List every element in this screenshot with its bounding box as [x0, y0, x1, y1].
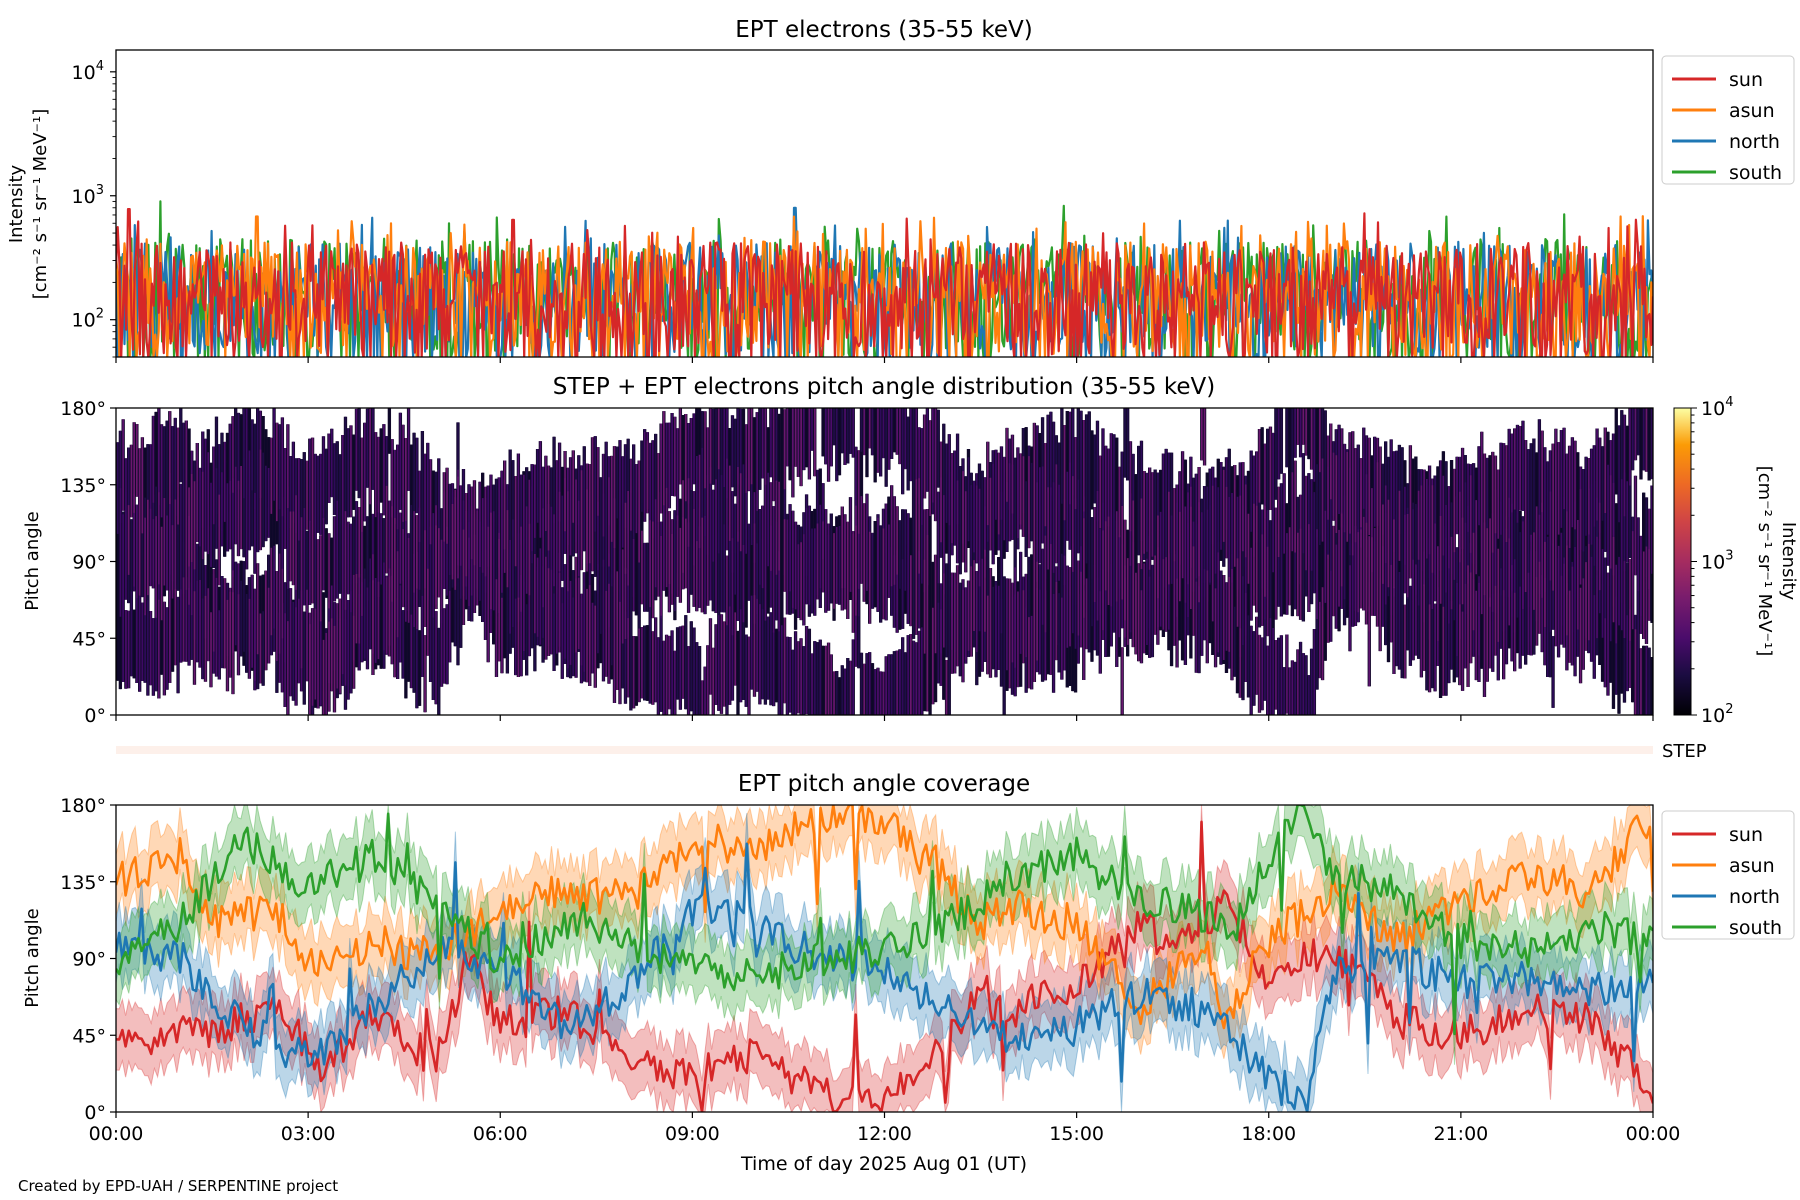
panel1-legend: sun asun north south	[1661, 55, 1795, 185]
panel3-title: EPT pitch angle coverage	[738, 771, 1030, 797]
x-tick-label: 03:00	[281, 1123, 336, 1145]
x-tick-label: 15:00	[1049, 1123, 1104, 1145]
panel-coverage: EPT pitch angle coverage 0° 45° 90° 135° 180…	[22, 771, 1795, 1175]
panel3-ylabel: Pitch angle	[22, 908, 43, 1007]
panel-intensity: EPT electrons (35-55 keV) 102 103 104 Inte…	[6, 17, 1795, 363]
legend-frame	[1661, 810, 1795, 940]
legend-label-sun: sun	[1729, 824, 1763, 846]
y-tick-label: 180°	[60, 398, 106, 420]
y-tick-label: 103	[72, 183, 104, 208]
colorbar-label-line2: [cm⁻² s⁻¹ sr⁻¹ MeV⁻¹]	[1754, 466, 1775, 657]
step-label: STEP	[1662, 741, 1707, 762]
panel2-yticks: 0° 45° 90° 135° 180°	[60, 398, 116, 727]
band-asun	[116, 805, 1653, 1059]
series-asun	[116, 805, 1653, 1030]
series-sun	[116, 820, 1653, 1112]
x-tick-label: 00:00	[89, 1123, 144, 1145]
colorbar-ticks: 102 103 104	[1691, 395, 1733, 727]
x-tick-label: 18:00	[1241, 1123, 1296, 1145]
y-tick-label: 90°	[72, 949, 106, 971]
series-north	[116, 842, 1653, 1112]
legend-label-south: south	[1729, 162, 1782, 184]
y-tick-label: 135°	[60, 475, 106, 497]
panel1-ylabel: Intensity [cm⁻² s⁻¹ sr⁻¹ MeV⁻¹]	[6, 109, 51, 300]
band-sun	[116, 805, 1653, 1112]
colorbar-label: Intensity [cm⁻² s⁻¹ sr⁻¹ MeV⁻¹]	[1754, 466, 1799, 657]
y-tick-label: 45°	[72, 628, 106, 650]
panel3-yticks: 0° 45° 90° 135° 180°	[60, 795, 116, 1124]
colorbar-tick-label: 102	[1701, 702, 1733, 727]
x-tick-label: 06:00	[473, 1123, 528, 1145]
x-tick-label: 12:00	[857, 1123, 912, 1145]
panel3-legend: sun asun north south	[1661, 810, 1795, 940]
legend-label-south: south	[1729, 917, 1782, 939]
colorbar-tick-label: 103	[1701, 549, 1733, 574]
y-tick-label: 104	[72, 59, 104, 84]
legend-label-sun: sun	[1729, 69, 1763, 91]
y-tick-label: 0°	[84, 1102, 106, 1124]
x-tick-label: 21:00	[1433, 1123, 1488, 1145]
panel1-xticks	[115, 357, 1654, 363]
pad-intensity-cells	[125, 408, 1642, 715]
y-tick-label: 0°	[84, 705, 106, 727]
legend-frame	[1661, 55, 1795, 185]
pad-intensity-cells	[122, 408, 1650, 715]
panel-pad: STEP + EPT electrons pitch angle distrib…	[22, 374, 1799, 727]
legend-label-asun: asun	[1729, 100, 1775, 122]
legend-label-north: north	[1729, 886, 1780, 908]
colorbar-tick-label: 104	[1701, 395, 1733, 420]
panel3-xticks: 00:00 03:00 06:00 09:00 12:00 15:00 18:00 21:00…	[89, 1112, 1681, 1145]
step-strip: STEP	[116, 741, 1707, 762]
band-north	[116, 813, 1653, 1112]
step-bar	[116, 746, 1653, 754]
pad-heatmap	[116, 408, 1653, 715]
panel1-ylabel-line1: Intensity	[6, 164, 27, 243]
panel1-yticks: 102 103 104	[72, 59, 116, 358]
series-north	[116, 206, 1653, 357]
series-south	[116, 805, 1653, 1036]
panel2-xticks	[115, 715, 1654, 721]
panel1-title: EPT electrons (35-55 keV)	[735, 17, 1032, 43]
series-sun	[116, 208, 1653, 357]
y-tick-label: 102	[72, 307, 104, 332]
y-tick-label: 45°	[72, 1025, 106, 1047]
x-tick-label: 00:00	[1626, 1123, 1681, 1145]
legend-label-north: north	[1729, 131, 1780, 153]
y-tick-label: 135°	[60, 872, 106, 894]
colorbar	[1673, 407, 1692, 716]
legend-label-asun: asun	[1729, 855, 1775, 877]
intensity-series	[116, 200, 1653, 357]
credit-text: Created by EPD-UAH / SERPENTINE project	[18, 1177, 338, 1195]
y-tick-label: 90°	[72, 552, 106, 574]
panel1-ylabel-line2: [cm⁻² s⁻¹ sr⁻¹ MeV⁻¹]	[30, 109, 51, 300]
x-tick-label: 09:00	[665, 1123, 720, 1145]
coverage-series	[116, 805, 1653, 1112]
x-axis-label: Time of day 2025 Aug 01 (UT)	[740, 1153, 1027, 1175]
y-tick-label: 180°	[60, 795, 106, 817]
colorbar-label-line1: Intensity	[1778, 522, 1799, 601]
panel2-title: STEP + EPT electrons pitch angle distrib…	[553, 374, 1215, 400]
pad-coverage-cells	[116, 408, 1653, 715]
panel2-ylabel: Pitch angle	[22, 511, 43, 610]
